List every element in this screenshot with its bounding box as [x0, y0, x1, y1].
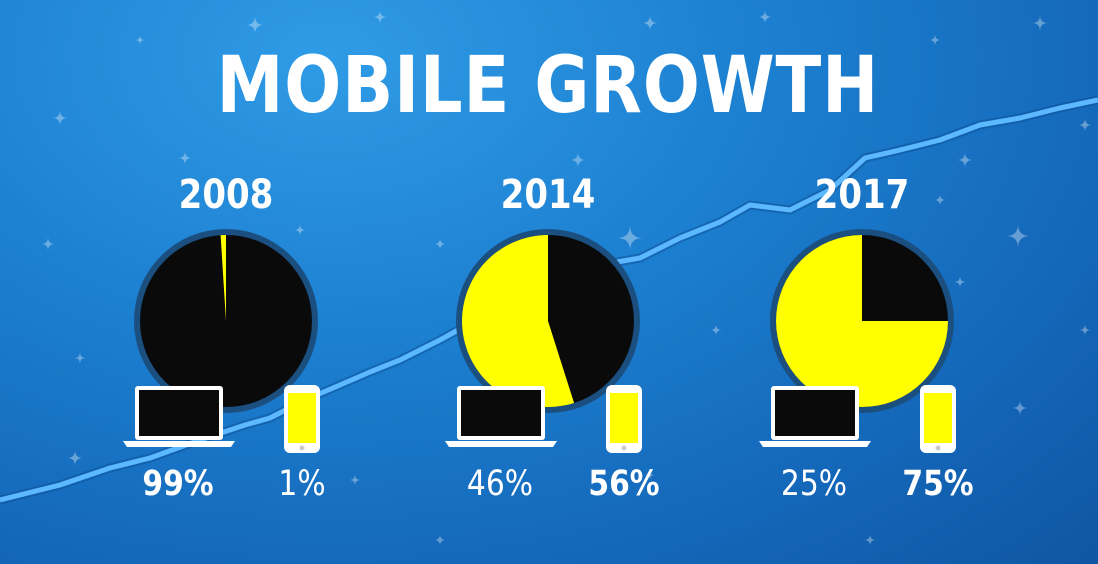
- laptop-base: [123, 441, 235, 447]
- sparkle-icon: [1012, 400, 1028, 416]
- sparkle-icon: [41, 237, 55, 251]
- desktop-percent-label: 25%: [780, 464, 848, 504]
- year-label: 2008: [178, 172, 274, 218]
- sparkle-icon: [957, 152, 973, 168]
- pie-chart: [453, 226, 643, 416]
- year-label: 2014: [500, 172, 596, 218]
- smartphone-icon: [920, 385, 956, 453]
- sparkle-icon: [929, 34, 941, 46]
- phone-screen: [288, 393, 316, 443]
- laptop-base: [759, 441, 871, 447]
- sparkle-icon: [570, 152, 586, 168]
- pie-slice-mobile: [220, 235, 226, 321]
- desktop-percent-label: 99%: [142, 464, 214, 504]
- sparkle-icon: [617, 225, 643, 251]
- sparkle-icon: [74, 352, 86, 364]
- laptop-screen: [139, 390, 219, 436]
- page-title: MOBILE GROWTH: [216, 41, 880, 131]
- phone-home-button: [621, 445, 627, 451]
- sparkle-icon: [1032, 15, 1048, 31]
- phone-screen: [924, 393, 952, 443]
- laptop-screen: [461, 390, 541, 436]
- pie-chart: [131, 226, 321, 416]
- panel-2008: 2008 99% 1%: [123, 170, 371, 550]
- sparkle-icon: [934, 194, 946, 206]
- sparkle-icon: [954, 276, 966, 288]
- year-label: 2017: [814, 172, 910, 218]
- phone-home-button: [299, 445, 305, 451]
- phone-screen: [610, 393, 638, 443]
- laptop-icon: [759, 386, 871, 447]
- sparkle-icon: [645, 470, 655, 480]
- sparkle-icon: [246, 16, 264, 34]
- sparkle-icon: [864, 534, 876, 546]
- laptop-base: [445, 441, 557, 447]
- pie-svg: [456, 229, 640, 413]
- smartphone-icon: [284, 385, 320, 453]
- pie-svg: [134, 229, 318, 413]
- sparkle-icon: [1079, 324, 1091, 336]
- sparkle-icon: [710, 324, 722, 336]
- mobile-percent-label: 1%: [278, 464, 326, 504]
- laptop-icon: [123, 386, 235, 447]
- sparkle-icon: [434, 534, 446, 546]
- sparkle-icon: [642, 15, 658, 31]
- smartphone-icon: [606, 385, 642, 453]
- sparkle-icon: [1078, 118, 1092, 132]
- panel-2017: 2017 25% 75%: [759, 170, 1007, 550]
- sparkle-icon: [67, 450, 83, 466]
- phone-home-button: [935, 445, 941, 451]
- sparkle-icon: [294, 224, 306, 236]
- sparkle-icon: [52, 110, 68, 126]
- pie-slice-mobile: [462, 235, 575, 407]
- panel-2014: 2014 46% 56%: [445, 170, 693, 550]
- sparkle-icon: [434, 238, 446, 250]
- sparkle-icon: [135, 35, 145, 45]
- pie-slice-mobile: [776, 235, 948, 407]
- laptop-screen: [775, 390, 855, 436]
- pie-chart: [767, 226, 957, 416]
- sparkle-icon: [349, 474, 361, 486]
- desktop-percent-label: 46%: [466, 464, 534, 504]
- sparkle-icon: [1006, 224, 1030, 248]
- laptop-icon: [445, 386, 557, 447]
- sparkle-icon: [758, 10, 772, 24]
- sparkle-icon: [373, 10, 387, 24]
- pie-svg: [770, 229, 954, 413]
- mobile-percent-label: 75%: [902, 464, 974, 504]
- mobile-percent-label: 56%: [588, 464, 660, 504]
- sparkle-icon: [178, 151, 192, 165]
